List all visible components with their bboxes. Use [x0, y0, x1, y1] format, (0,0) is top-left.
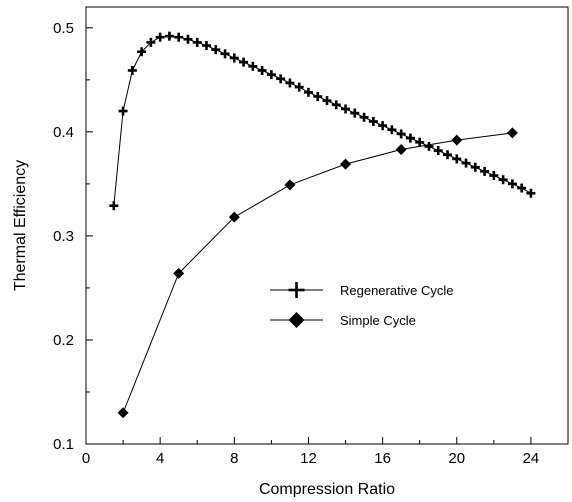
series-layer: [109, 31, 536, 419]
data-point-plus: [146, 37, 156, 47]
data-point-plus: [174, 32, 184, 42]
data-point-plus: [202, 40, 211, 50]
data-point-plus: [313, 91, 323, 101]
data-point-plus: [109, 201, 119, 211]
data-point-plus: [211, 45, 221, 55]
data-point-diamond: [284, 179, 296, 191]
data-point-plus: [489, 171, 499, 181]
data-point-plus: [294, 82, 304, 92]
legend-marker-diamond: [288, 312, 305, 328]
data-point-diamond: [117, 407, 129, 419]
data-point-plus: [507, 179, 517, 189]
data-point-plus: [498, 175, 508, 185]
data-point-plus: [526, 188, 536, 198]
data-point-plus: [192, 37, 202, 47]
plot-area-border: [85, 6, 569, 445]
data-point-plus: [220, 49, 230, 59]
data-point-plus: [517, 183, 527, 193]
data-point-diamond: [228, 211, 240, 223]
data-point-plus: [387, 125, 397, 135]
data-point-plus: [433, 146, 443, 156]
data-point-plus: [164, 31, 174, 41]
data-point-plus: [443, 150, 452, 160]
data-point-plus: [424, 141, 434, 151]
data-point-plus: [155, 32, 165, 42]
data-point-plus: [470, 162, 480, 172]
legend-label: Regenerative Cycle: [340, 283, 453, 298]
axis-ticks: 0 4 8 12 16 20 24 0.1 0.2 0.3 0.4 0.5: [53, 20, 539, 467]
legend-entry: Regenerative Cycle: [270, 282, 453, 298]
data-point-diamond: [340, 158, 352, 170]
legend-label: Simple Cycle: [340, 313, 416, 328]
series-simple-cycle: [117, 127, 518, 419]
data-point-plus: [405, 133, 415, 143]
data-point-plus: [341, 104, 351, 114]
data-point-plus: [257, 65, 267, 75]
data-point-plus: [127, 65, 137, 75]
data-point-plus: [137, 47, 147, 57]
data-point-plus: [239, 57, 249, 67]
data-point-diamond: [506, 127, 518, 139]
data-point-plus: [303, 87, 313, 97]
y-tick-label: 0.4: [53, 124, 74, 141]
data-point-plus: [118, 106, 128, 116]
x-tick-label: 8: [230, 450, 238, 467]
x-axis-title: Compression Ratio: [259, 481, 395, 497]
data-point-diamond: [173, 267, 185, 279]
legend-marker-plus: [288, 282, 305, 298]
series-line: [113, 35, 532, 206]
x-tick-label: 20: [448, 450, 465, 467]
data-point-plus: [183, 34, 193, 44]
y-axis-title: Thermal Efficiency: [12, 160, 29, 291]
data-point-plus: [331, 100, 341, 110]
data-point-plus: [266, 70, 276, 80]
data-point-plus: [368, 116, 378, 126]
data-point-plus: [480, 166, 490, 176]
data-point-plus: [248, 61, 258, 71]
data-point-plus: [229, 53, 239, 63]
data-point-plus: [378, 121, 388, 131]
legend: Regenerative Cycle Simple Cycle: [270, 282, 453, 328]
data-point-plus: [396, 129, 406, 139]
y-tick-label: 0.3: [53, 228, 74, 245]
legend-entry: Simple Cycle: [270, 312, 416, 328]
y-tick-label: 0.2: [53, 332, 74, 349]
data-point-plus: [452, 154, 462, 164]
x-tick-label: 4: [156, 450, 164, 467]
series-regenerative-cycle: [109, 31, 536, 211]
data-point-plus: [322, 96, 332, 106]
plot-frame: [85, 6, 569, 445]
y-tick-label: 0.5: [53, 20, 74, 37]
x-tick-label: 24: [523, 450, 540, 467]
data-point-plus: [359, 112, 369, 122]
data-point-plus: [276, 74, 286, 84]
data-point-plus: [350, 108, 360, 118]
data-point-plus: [415, 137, 425, 147]
data-point-plus: [285, 78, 295, 88]
data-point-diamond: [395, 144, 407, 156]
data-point-plus: [461, 158, 471, 168]
y-tick-label: 0.1: [53, 436, 74, 453]
series-line: [122, 132, 513, 413]
x-tick-label: 12: [300, 450, 317, 467]
x-tick-label: 0: [82, 450, 90, 467]
x-tick-label: 16: [374, 450, 391, 467]
data-point-diamond: [451, 134, 463, 146]
